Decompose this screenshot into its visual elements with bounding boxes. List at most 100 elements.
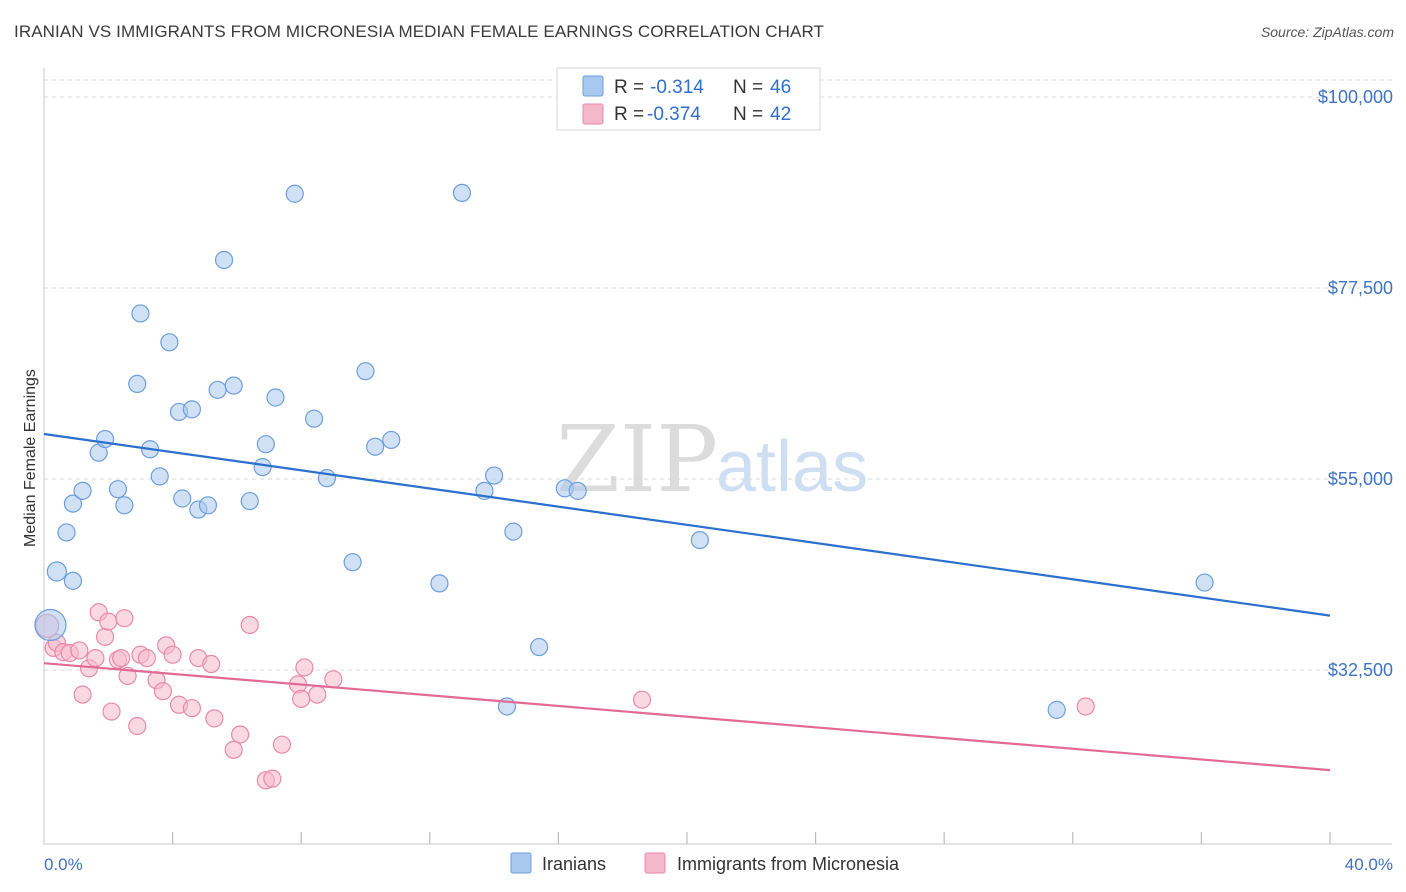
iranians-point (73, 481, 92, 500)
iranians-point (1195, 573, 1214, 592)
micronesia-point (137, 648, 156, 668)
iranians-point (343, 553, 362, 572)
iranians-point (452, 183, 472, 203)
iranians-point (240, 491, 259, 511)
iranians-point (46, 561, 67, 582)
iranians-point (690, 530, 709, 550)
iranians-point (304, 409, 324, 428)
x-tick-label-max: 40.0% (1345, 855, 1393, 874)
micronesia-point (308, 685, 327, 704)
micronesia-point (224, 740, 243, 759)
iranians-point (182, 400, 201, 419)
iranians-point (108, 480, 128, 499)
iranians-point (63, 494, 83, 513)
legend-swatch-micronesia (582, 103, 604, 125)
micronesia-point (128, 716, 147, 736)
legend-r-label-1: R = (614, 77, 644, 98)
iranians-point (356, 362, 375, 381)
trendline-iranians (43, 432, 1331, 617)
micronesia-point (163, 645, 182, 664)
micronesia-point (263, 769, 282, 788)
micronesia-point (324, 670, 343, 689)
micronesia-point (202, 654, 221, 674)
iranians-point (34, 608, 67, 642)
y-tick-label: $100,000 (1318, 87, 1393, 107)
watermark-atlas: atlas (716, 427, 868, 507)
y-tick-label: $55,000 (1328, 469, 1393, 489)
iranians-point (115, 496, 134, 515)
iranians-point (63, 571, 83, 590)
trendline-micronesia (43, 662, 1331, 772)
legend-r-label-2: R = (614, 104, 644, 125)
legend-r-value-1: -0.314 (650, 77, 704, 98)
iranians-point (256, 435, 275, 454)
legend-swatch-iranians (582, 75, 604, 97)
micronesia-point (95, 627, 115, 646)
x-tick-label-min: 0.0% (44, 855, 83, 874)
iranians-point (131, 304, 150, 323)
micronesia-point (1076, 697, 1095, 716)
micronesia-point (115, 609, 134, 628)
iranians-point (160, 333, 179, 352)
micronesia-point (272, 735, 292, 754)
micronesia-point (153, 682, 173, 701)
iranians-point (266, 388, 285, 407)
legend-bottom-label-iranians: Iranians (542, 854, 606, 874)
legend-n-value-2: 42 (770, 104, 791, 125)
iranians-point (253, 457, 272, 477)
micronesia-point (295, 658, 314, 677)
iranians-point (366, 437, 385, 456)
legend-r-value-2: -0.374 (647, 104, 701, 125)
chart-title: IRANIAN VS IMMIGRANTS FROM MICRONESIA ME… (14, 22, 825, 41)
iranians-point (568, 481, 587, 500)
legend-bottom-swatch-micronesia (644, 852, 666, 874)
micronesia-point (182, 699, 201, 718)
series-micronesia-points (35, 603, 1095, 790)
legend-top: R = -0.314 N = 46 R = -0.374 N = 42 (556, 67, 821, 131)
legend-bottom-swatch-iranians (510, 852, 532, 874)
micronesia-point (102, 702, 121, 721)
iranians-point (95, 429, 115, 449)
y-tick-labels: $32,500 $55,000 $77,500 $100,000 (1318, 87, 1393, 680)
iranians-point (224, 376, 243, 395)
iranians-point (173, 489, 192, 508)
gridlines (44, 79, 1392, 671)
legend-bottom-label-micronesia: Immigrants from Micronesia (677, 854, 900, 874)
iranians-point (128, 374, 147, 394)
iranians-point (150, 467, 169, 486)
y-tick-label: $77,500 (1328, 278, 1393, 298)
x-ticks (172, 832, 1331, 844)
axes (43, 68, 1392, 845)
micronesia-point (99, 612, 118, 631)
micronesia-point (292, 689, 311, 708)
legend-n-label-1: N = (733, 77, 763, 98)
micronesia-point (73, 685, 92, 704)
micronesia-point (231, 725, 250, 744)
micronesia-point (118, 666, 137, 686)
micronesia-point (86, 648, 105, 668)
source-credit: Source: ZipAtlas.com (1260, 24, 1394, 40)
iranians-point (504, 522, 523, 541)
iranians-point (57, 523, 76, 542)
micronesia-point (70, 641, 89, 660)
iranians-point (382, 430, 401, 450)
legend-bottom: Iranians Immigrants from Micronesia (510, 852, 900, 874)
iranians-point (208, 380, 227, 399)
micronesia-point (240, 615, 259, 635)
legend-n-label-2: N = (733, 104, 763, 125)
micronesia-point (632, 690, 652, 709)
micronesia-point (112, 648, 131, 668)
iranians-point (485, 466, 504, 485)
iranians-point (198, 496, 218, 515)
iranians-point (430, 574, 449, 593)
legend-n-value-1: 46 (770, 77, 791, 98)
series-iranians-points (34, 183, 1214, 719)
iranians-point (530, 637, 549, 657)
trendlines (43, 432, 1331, 772)
iranians-point (214, 250, 234, 270)
micronesia-point (205, 709, 224, 728)
y-tick-label: $32,500 (1328, 660, 1393, 680)
iranians-point (285, 184, 304, 203)
iranians-point (1047, 700, 1066, 719)
